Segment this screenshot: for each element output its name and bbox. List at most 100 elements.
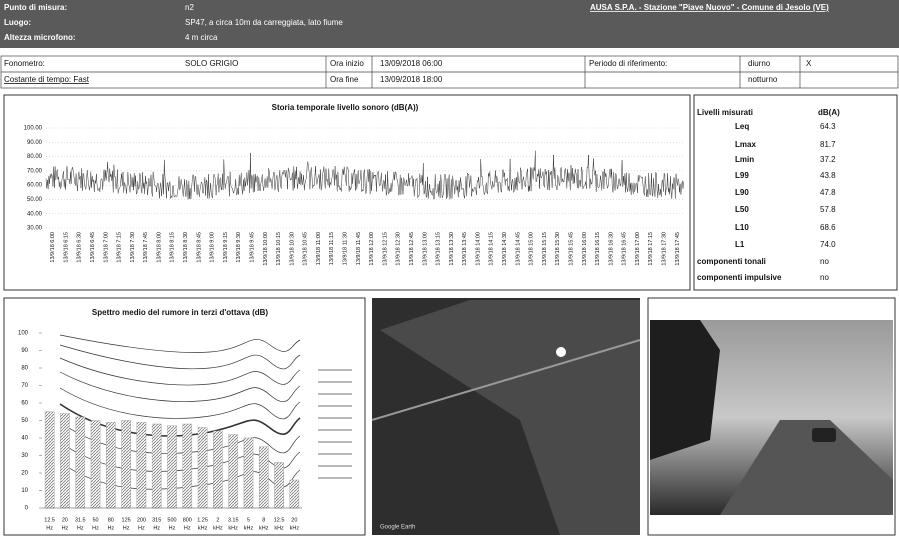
x-tick-unit: Hz xyxy=(138,525,145,531)
x-tick-label: 800 xyxy=(183,517,192,523)
header-label: Punto di misura: xyxy=(4,3,67,12)
y-tick-label: 20 xyxy=(21,471,28,477)
x-tick-label: 13/9/18 10:00 xyxy=(263,232,269,266)
header-label: Altezza microfono: xyxy=(4,33,76,42)
x-tick-label: 13/9/18 14:30 xyxy=(502,232,508,266)
x-tick-label: 13/9/18 10:45 xyxy=(303,232,309,266)
header-value: 4 m circa xyxy=(185,33,218,42)
bar xyxy=(60,414,69,509)
level-value: 43.8 xyxy=(820,171,836,180)
x-tick-label: 13/9/18 12:00 xyxy=(369,232,375,266)
y-tick-label: 70.00 xyxy=(27,168,43,174)
bar xyxy=(198,428,207,509)
info-label: Ora fine xyxy=(330,75,359,84)
bar xyxy=(183,424,192,508)
header-label: Luogo: xyxy=(4,18,31,27)
y-tick-label: 40 xyxy=(21,436,28,442)
x-tick-unit: Hz xyxy=(77,525,84,531)
level-name: Lmin xyxy=(735,155,754,164)
level-value: 81.7 xyxy=(820,140,836,149)
info-value: notturno xyxy=(748,75,778,84)
x-tick-label: 12.5 xyxy=(44,517,55,523)
y-tick-label: 100 xyxy=(18,331,29,337)
x-tick-unit: Hz xyxy=(107,525,114,531)
x-tick-label: 13/9/18 14:00 xyxy=(475,232,481,266)
bar xyxy=(45,412,54,508)
x-tick-label: 13/9/18 15:15 xyxy=(542,232,548,266)
x-tick-label: 5 xyxy=(247,517,250,523)
info-label: Periodo di riferimento: xyxy=(589,59,667,68)
aerial-marker xyxy=(556,347,566,357)
bar xyxy=(274,463,283,509)
x-tick-label: 13/9/18 13:00 xyxy=(422,232,428,266)
x-tick-label: 13/9/18 8:15 xyxy=(170,232,176,263)
x-tick-label: 13/9/18 13:15 xyxy=(436,232,442,266)
x-tick-label: 13/9/18 6:30 xyxy=(77,232,83,263)
x-tick-label: 2 xyxy=(216,517,219,523)
y-tick-label: 80 xyxy=(21,366,28,372)
component-name: componenti impulsive xyxy=(697,273,782,282)
x-tick-label: 13/9/18 7:45 xyxy=(143,232,149,263)
x-tick-label: 13/9/18 16:00 xyxy=(582,232,588,266)
x-tick-label: 13/9/18 12:45 xyxy=(409,232,415,266)
level-value: 57.8 xyxy=(820,205,836,214)
bar xyxy=(76,417,85,508)
photo-caption: Google Earth xyxy=(380,525,415,531)
x-tick-unit: kHz xyxy=(259,525,269,531)
x-tick-label: 80 xyxy=(108,517,114,523)
x-tick-label: 13/9/18 9:15 xyxy=(223,232,229,263)
site-photo-trees xyxy=(650,320,720,460)
x-tick-unit: kHz xyxy=(274,525,284,531)
level-name: L90 xyxy=(735,188,749,197)
x-tick-label: 13/9/18 11:45 xyxy=(356,232,362,265)
x-tick-label: 13/9/18 6:45 xyxy=(90,232,96,263)
noise-trace xyxy=(46,151,684,200)
level-name: L10 xyxy=(735,223,749,232)
info-value: diurno xyxy=(748,59,771,68)
header-value: n2 xyxy=(185,3,194,12)
x-tick-label: 13/9/18 6:00 xyxy=(50,232,56,263)
x-tick-unit: kHz xyxy=(244,525,254,531)
x-tick-label: 13/9/18 9:30 xyxy=(236,232,242,263)
x-tick-label: 13/9/18 15:00 xyxy=(529,232,535,266)
level-value: 64.3 xyxy=(820,122,836,131)
x-tick-label: 13/9/18 11:00 xyxy=(316,232,322,265)
x-tick-label: 13/9/18 16:45 xyxy=(622,232,628,266)
x-tick-label: 13/9/18 12:15 xyxy=(382,232,388,266)
x-tick-label: 13/9/18 7:00 xyxy=(103,232,109,263)
x-tick-label: 13/9/18 8:45 xyxy=(196,232,202,263)
x-tick-label: 315 xyxy=(152,517,161,523)
x-tick-label: 13/9/18 13:30 xyxy=(449,232,455,266)
chart-title: Spettro medio del rumore in terzi d'otta… xyxy=(92,308,268,317)
y-tick-label: 80.00 xyxy=(27,154,43,160)
x-tick-label: 13/9/18 13:45 xyxy=(462,232,468,266)
y-tick-label: 70 xyxy=(21,383,28,389)
x-tick-label: 13/9/18 7:15 xyxy=(117,232,123,263)
level-value: 47.8 xyxy=(820,188,836,197)
x-tick-label: 50 xyxy=(92,517,98,523)
y-tick-label: 90.00 xyxy=(27,140,43,146)
y-tick-label: 10 xyxy=(21,488,28,494)
x-tick-label: 3.15 xyxy=(228,517,239,523)
x-tick-label: 13/9/18 15:30 xyxy=(555,232,561,266)
level-name: L99 xyxy=(735,171,749,180)
x-tick-label: 13/9/18 7:30 xyxy=(130,232,136,263)
info-label: Ora inizio xyxy=(330,59,364,68)
x-tick-label: 125 xyxy=(122,517,131,523)
x-tick-unit: kHz xyxy=(228,525,238,531)
info-label: Fonometro: xyxy=(4,59,45,68)
x-tick-label: 20 xyxy=(62,517,68,523)
x-tick-label: 13/9/18 11:15 xyxy=(329,232,335,265)
x-tick-label: 13/9/18 9:00 xyxy=(210,232,216,263)
info-value: 13/09/2018 18:00 xyxy=(380,75,443,84)
level-value: 74.0 xyxy=(820,240,836,249)
x-tick-unit: kHz xyxy=(290,525,300,531)
x-tick-label: 13/9/18 14:45 xyxy=(515,232,521,266)
header-value: SP47, a circa 10m da carreggiata, lato f… xyxy=(185,18,343,27)
y-tick-label: 30 xyxy=(21,453,28,459)
x-tick-unit: Hz xyxy=(153,525,160,531)
x-tick-label: 31.5 xyxy=(75,517,86,523)
legend-lines xyxy=(318,370,352,478)
x-tick-label: 13/9/18 14:15 xyxy=(489,232,495,266)
x-tick-label: 13/9/18 15:45 xyxy=(568,232,574,266)
